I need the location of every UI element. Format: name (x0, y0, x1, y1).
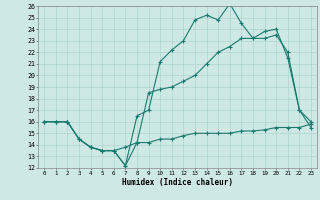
X-axis label: Humidex (Indice chaleur): Humidex (Indice chaleur) (122, 178, 233, 187)
